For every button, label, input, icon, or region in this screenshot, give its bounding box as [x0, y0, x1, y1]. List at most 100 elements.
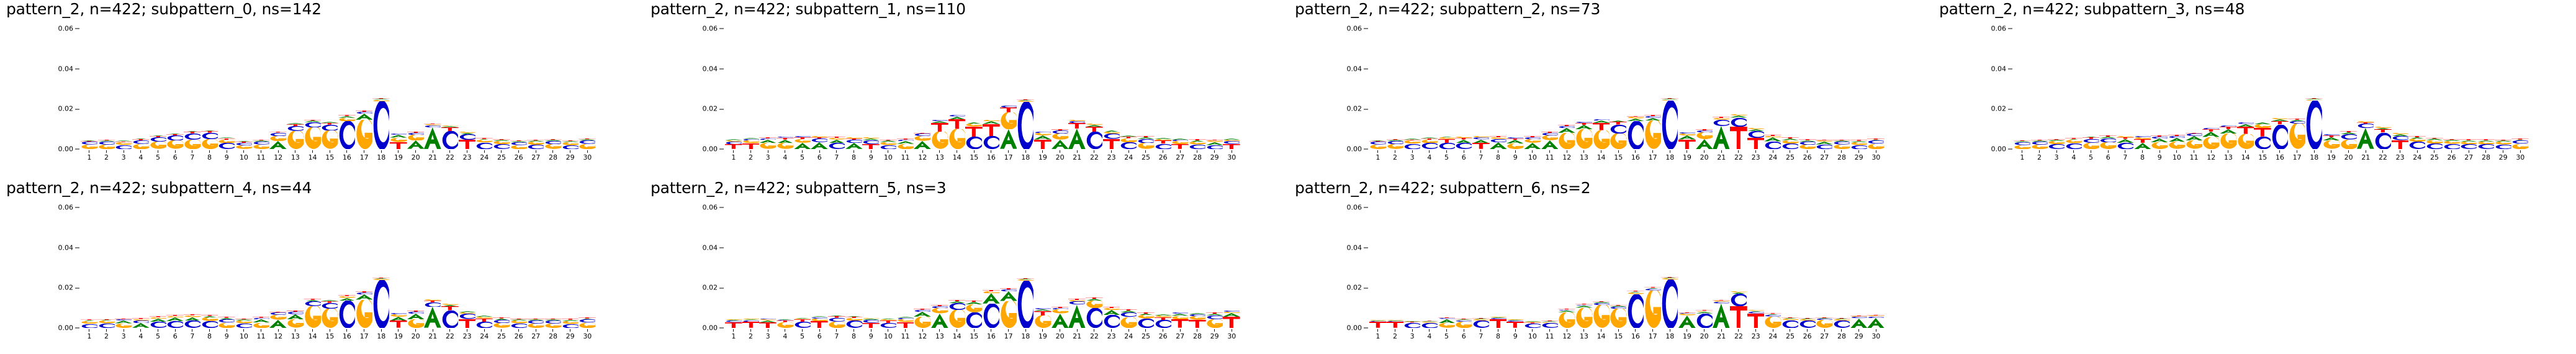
logo-stack: [1850, 19, 1868, 149]
x-tick-mark: [1008, 150, 1009, 153]
logo-letter-G: [1034, 133, 1052, 136]
x-tick-mark: [922, 150, 923, 153]
logo-letter-T: [2117, 137, 2134, 139]
logo-letter-C: [304, 301, 322, 307]
y-axis-tick: 0.02: [703, 284, 726, 292]
logo-letter-C: [880, 323, 897, 328]
logo-letter-A: [1867, 139, 1885, 141]
logo-letter-A: [1034, 309, 1052, 311]
x-tick-mark: [1618, 150, 1619, 153]
logo-letter-T: [287, 124, 304, 127]
logo-letter-G: [2495, 142, 2512, 145]
logo-stack: [1472, 19, 1490, 149]
x-axis-tick-label: 5: [156, 332, 161, 340]
logo-stack: [441, 197, 459, 328]
x-axis-tick: 26: [510, 329, 528, 348]
logo-letter-G: [1403, 140, 1421, 144]
x-tick-mark: [1738, 329, 1739, 332]
x-axis-tick: 1: [81, 150, 98, 169]
logo-letter-C: [527, 320, 544, 324]
logo-letter-G: [2392, 133, 2409, 135]
x-axis-tick-label: 22: [445, 332, 454, 340]
x-axis-tick: 5: [150, 150, 167, 169]
logo-letter-G: [777, 143, 794, 149]
x-tick-mark: [1824, 329, 1825, 332]
x-axis-tick-label: 8: [1496, 153, 1501, 161]
x-axis-tick-label: 2: [1393, 332, 1397, 340]
logo-letter-T: [1205, 312, 1223, 314]
logo-stack: [132, 19, 150, 149]
x-axis-tick: 24: [2408, 150, 2426, 169]
logo-letter-A: [1137, 137, 1155, 139]
logo-letter-C: [544, 141, 562, 145]
x-tick-mark: [415, 150, 417, 153]
logo-stack: [321, 19, 339, 149]
panel-title: pattern_2, n=422; subpattern_3, ns=48: [1939, 0, 2245, 18]
x-axis-tick-label: 26: [1158, 153, 1168, 161]
logo-letter-G: [1747, 310, 1765, 311]
logo-letter-A: [1850, 318, 1868, 328]
logo-letter-T: [1833, 317, 1850, 319]
x-tick-mark: [552, 329, 554, 332]
logo-letter-C: [1696, 313, 1713, 328]
x-axis-tick: 14: [1593, 329, 1610, 348]
logo-letter-T: [218, 138, 236, 140]
logo-letter-A: [493, 318, 510, 320]
logo-letter-C: [579, 140, 596, 144]
x-axis-tick: 24: [1764, 150, 1781, 169]
logo-stack: [252, 197, 270, 328]
logo-letter-A: [1644, 117, 1662, 121]
logo-stack: [1610, 197, 1628, 328]
logo-letter-C: [862, 140, 880, 144]
logo-stack: [1403, 19, 1421, 149]
logo-letter-T: [2185, 132, 2203, 134]
logo-letter-T: [1592, 123, 1610, 130]
logo-letter-T: [1223, 316, 1241, 328]
logo-letter-G: [81, 144, 98, 149]
logo-stack: [845, 197, 863, 328]
y-axis-tick-label: 0.02: [1991, 104, 2007, 113]
logo-stack: [2374, 19, 2392, 149]
y-axis-tick-label: 0.04: [702, 243, 718, 252]
logo-letter-A: [2323, 137, 2340, 141]
x-tick-mark: [1145, 150, 1146, 153]
logo-stack: [458, 19, 476, 149]
logo-letter-C: [321, 302, 338, 309]
logo-letter-C: [269, 132, 287, 136]
logo-letter-A: [2168, 137, 2186, 142]
x-axis-tick-label: 14: [308, 153, 317, 161]
x-axis-tick-label: 25: [1785, 332, 1795, 340]
logo-letter-T: [1472, 318, 1490, 319]
logo-letter-G: [845, 317, 863, 321]
logo-stack: [407, 19, 425, 149]
x-axis-tick-label: 10: [883, 332, 893, 340]
logo-letter-T: [2220, 127, 2237, 130]
logo-letter-A: [321, 122, 339, 124]
x-axis-tick-label: 24: [2413, 153, 2422, 161]
y-tick-mark: [75, 148, 79, 150]
logo-letter-C: [235, 143, 253, 146]
x-tick-mark: [209, 150, 210, 153]
logo-letter-G: [862, 317, 880, 319]
logo-stack: [2340, 19, 2358, 149]
x-axis-tick: 29: [1206, 329, 1223, 348]
logo-letter-C: [1490, 138, 1507, 143]
logo-letter-A: [896, 141, 914, 144]
logo-letter-T: [1695, 129, 1713, 130]
y-axis-tick: 0.02: [58, 105, 81, 113]
logo-stack: [200, 197, 218, 328]
logo-letter-T: [407, 131, 425, 133]
logo-letter-G: [98, 144, 115, 149]
x-axis-tick: 22: [441, 150, 459, 169]
x-tick-mark: [853, 329, 855, 332]
logo-letter-A: [1695, 312, 1713, 314]
x-tick-mark: [2107, 150, 2109, 153]
logo-letter-C: [2220, 125, 2237, 127]
x-axis-tick-label: 12: [1562, 153, 1572, 161]
x-axis-tick-label: 30: [1871, 332, 1881, 340]
x-axis-tick: 23: [1747, 329, 1765, 348]
x-axis-tick-label: 12: [2207, 153, 2216, 161]
x-axis-tick-label: 20: [411, 153, 420, 161]
logo-letter-C: [475, 142, 493, 149]
logo-letter-T: [149, 315, 167, 317]
